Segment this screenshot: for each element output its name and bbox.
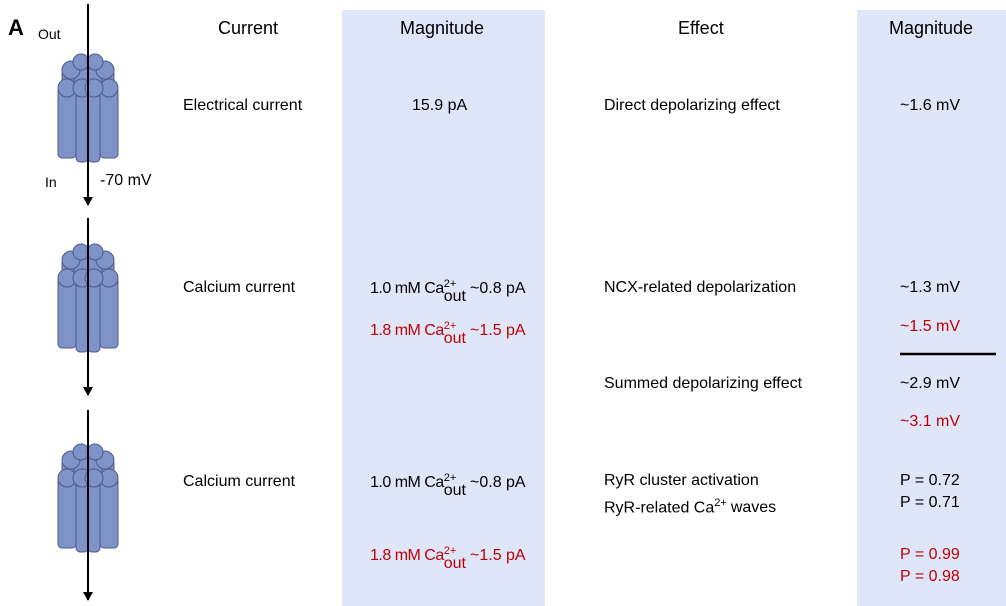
condition-prefix: 1.8 mM Ca bbox=[370, 322, 444, 340]
condition-prefix: 1.0 mM Ca bbox=[370, 474, 444, 492]
header: Magnitude bbox=[889, 18, 974, 38]
header: Magnitude bbox=[400, 18, 485, 38]
condition-prefix: 1.8 mM Ca bbox=[370, 547, 444, 565]
subscript: out bbox=[443, 288, 466, 305]
voltage-label: -70 mV bbox=[100, 172, 152, 189]
current-label: Calcium current bbox=[183, 279, 296, 296]
effect-label: Direct depolarizing effect bbox=[604, 97, 780, 114]
effect-magnitude: ~3.1 mV bbox=[900, 413, 961, 430]
effect-label: RyR cluster activation bbox=[604, 472, 759, 489]
superscript: 2+ bbox=[714, 497, 727, 509]
in-label: In bbox=[45, 174, 57, 190]
effect-magnitude: ~1.5 mV bbox=[900, 318, 961, 335]
effect-suffix: waves bbox=[730, 499, 777, 517]
effect-label: NCX-related depolarization bbox=[604, 279, 797, 296]
effect-magnitude: ~1.6 mV bbox=[900, 97, 961, 114]
magnitude-column-bg bbox=[342, 10, 545, 606]
subscript: out bbox=[443, 555, 466, 572]
subscript: out bbox=[443, 330, 466, 347]
superscript: 2+ bbox=[443, 278, 457, 290]
superscript: 2+ bbox=[443, 320, 457, 332]
effect-label: RyR-related Ca2+ waves bbox=[604, 493, 776, 518]
header: Current bbox=[218, 18, 279, 38]
header: Effect bbox=[678, 18, 724, 38]
superscript: 2+ bbox=[443, 545, 457, 557]
effect-magnitude: P = 0.99 bbox=[900, 546, 960, 563]
condition: 1.8 mM Ca 2+ out ~1.5 pA bbox=[370, 543, 526, 572]
condition: 1.8 mM Ca 2+ out ~1.5 pA bbox=[370, 318, 526, 347]
effect-magnitude: P = 0.71 bbox=[900, 494, 960, 511]
panel-label: A bbox=[8, 15, 24, 40]
out-label: Out bbox=[38, 26, 61, 42]
condition-value: ~1.5 pA bbox=[470, 322, 526, 340]
condition-value: ~0.8 pA bbox=[470, 280, 526, 298]
current-label: Electrical current bbox=[183, 97, 303, 114]
effect-label: Summed depolarizing effect bbox=[604, 375, 803, 392]
effect-magnitude: P = 0.72 bbox=[900, 472, 960, 489]
effect-magnitude: P = 0.98 bbox=[900, 568, 960, 585]
condition: 1.0 mM Ca 2+ out ~0.8 pA bbox=[370, 276, 526, 305]
effect-prefix: RyR-related Ca bbox=[604, 499, 715, 517]
superscript: 2+ bbox=[443, 472, 457, 484]
condition-value: ~0.8 pA bbox=[470, 474, 526, 492]
condition: 1.0 mM Ca 2+ out ~0.8 pA bbox=[370, 470, 526, 499]
effect-magnitude: ~2.9 mV bbox=[900, 375, 961, 392]
current-label: Calcium current bbox=[183, 473, 296, 490]
effect-magnitude: ~1.3 mV bbox=[900, 279, 961, 296]
magnitude-column-bg bbox=[857, 10, 1006, 606]
condition-value: ~1.5 pA bbox=[470, 547, 526, 565]
magnitude: 15.9 pA bbox=[412, 97, 468, 114]
condition-prefix: 1.0 mM Ca bbox=[370, 280, 444, 298]
subscript: out bbox=[443, 482, 466, 499]
